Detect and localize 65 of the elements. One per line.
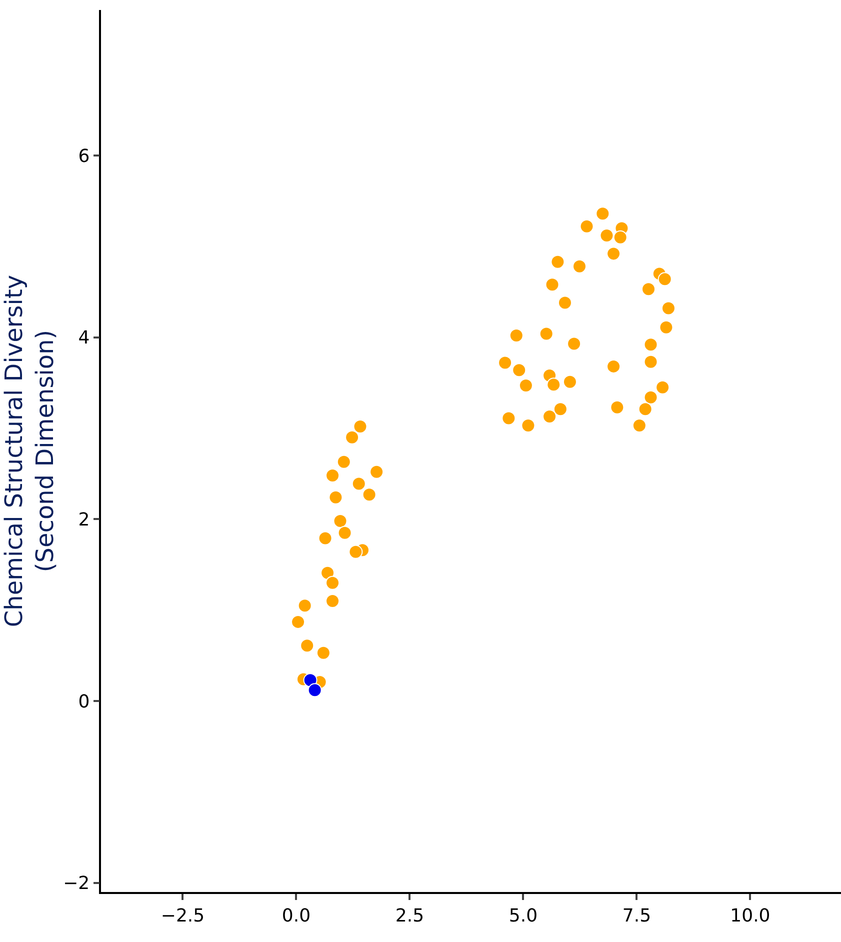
point	[512, 363, 526, 378]
point	[659, 320, 674, 334]
point	[308, 683, 322, 698]
point	[656, 380, 670, 394]
point	[658, 272, 672, 286]
point	[326, 468, 340, 483]
point	[644, 354, 658, 369]
point	[558, 296, 572, 310]
point	[336, 454, 351, 469]
point	[521, 418, 536, 433]
y-tick-label: 0	[78, 691, 90, 712]
point	[318, 531, 332, 546]
y-tick-label: −2	[63, 873, 90, 894]
point	[638, 402, 652, 416]
point	[326, 594, 340, 608]
y-axis-title: Chemical Structural Diversity (Second Dimension)	[0, 274, 60, 628]
point	[518, 378, 533, 393]
point	[320, 566, 335, 580]
point	[509, 328, 524, 343]
point	[562, 374, 577, 389]
x-tick-label: 2.5	[395, 905, 424, 926]
point	[539, 326, 554, 341]
point	[298, 598, 312, 613]
point	[550, 254, 565, 269]
point	[553, 402, 568, 416]
point	[498, 356, 512, 370]
point	[567, 336, 582, 351]
point	[333, 514, 348, 528]
point	[642, 282, 656, 296]
point	[606, 246, 621, 261]
point	[326, 576, 340, 590]
x-tick-label: 5.0	[508, 905, 538, 926]
point	[545, 278, 560, 292]
point	[300, 638, 314, 653]
point	[502, 411, 516, 426]
point	[353, 419, 368, 434]
x-tick-label: 10.0	[730, 905, 770, 926]
point	[345, 430, 360, 444]
y-tick-label: 4	[78, 328, 90, 349]
point	[352, 476, 366, 491]
point	[644, 390, 658, 404]
x-tick-label: 7.5	[622, 905, 652, 926]
point	[291, 614, 306, 629]
point	[580, 219, 594, 234]
point	[546, 378, 561, 392]
point	[606, 359, 621, 374]
point	[596, 206, 610, 221]
y-tick-label: 2	[78, 510, 90, 530]
point	[632, 418, 646, 433]
point	[316, 646, 330, 660]
y-tick-label: 6	[78, 146, 90, 167]
point	[600, 228, 614, 242]
point	[370, 464, 384, 479]
point	[338, 526, 352, 540]
point	[542, 409, 557, 424]
point	[362, 488, 376, 502]
point	[572, 259, 586, 274]
point	[610, 400, 624, 414]
x-tick-label: 0.0	[282, 905, 311, 926]
point	[661, 301, 676, 316]
point	[613, 230, 628, 244]
point	[644, 338, 658, 352]
x-tick-label: −2.5	[160, 905, 205, 926]
point	[348, 544, 363, 559]
point	[328, 490, 343, 504]
